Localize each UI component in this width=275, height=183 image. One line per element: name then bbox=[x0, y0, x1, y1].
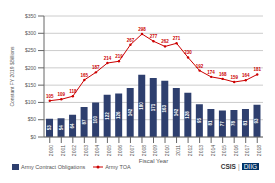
svg-text:267: 267 bbox=[127, 38, 135, 43]
svg-text:$100: $100 bbox=[25, 99, 36, 105]
svg-text:100: 100 bbox=[93, 115, 98, 123]
svg-text:$150: $150 bbox=[25, 82, 36, 88]
svg-text:81: 81 bbox=[243, 120, 248, 126]
svg-text:53: 53 bbox=[47, 125, 52, 131]
svg-text:181: 181 bbox=[253, 67, 261, 72]
svg-text:214: 214 bbox=[104, 56, 112, 61]
svg-text:2013: 2013 bbox=[198, 145, 204, 156]
svg-text:Fiscal Year: Fiscal Year bbox=[139, 158, 168, 164]
svg-text:2010: 2010 bbox=[164, 145, 170, 156]
svg-text:78: 78 bbox=[231, 121, 236, 127]
svg-text:2001: 2001 bbox=[60, 145, 66, 156]
svg-text:171: 171 bbox=[151, 103, 156, 111]
svg-text:128: 128 bbox=[185, 111, 190, 119]
html-text:CSIS |: CSIS | bbox=[220, 163, 240, 170]
svg-text:87: 87 bbox=[82, 119, 87, 125]
svg-text:2002: 2002 bbox=[71, 145, 77, 156]
svg-text:118: 118 bbox=[69, 89, 77, 94]
svg-text:165: 165 bbox=[81, 73, 89, 78]
svg-text:164: 164 bbox=[242, 73, 250, 78]
svg-text:$300: $300 bbox=[25, 30, 36, 36]
svg-text:192: 192 bbox=[196, 64, 204, 69]
svg-text:$0: $0 bbox=[30, 134, 36, 140]
svg-text:2017: 2017 bbox=[244, 145, 250, 156]
svg-text:168: 168 bbox=[219, 72, 227, 77]
svg-text:2011: 2011 bbox=[175, 145, 181, 156]
html-text:Army Contract Obligations: Army Contract Obligations bbox=[21, 163, 86, 170]
svg-text:2014: 2014 bbox=[210, 145, 216, 156]
svg-text:142: 142 bbox=[128, 108, 133, 116]
svg-text:Constant FY 2019 $Billions: Constant FY 2019 $Billions bbox=[9, 46, 15, 107]
svg-text:187: 187 bbox=[92, 65, 100, 70]
svg-text:77: 77 bbox=[220, 121, 225, 127]
svg-text:277: 277 bbox=[150, 34, 158, 39]
svg-text:81: 81 bbox=[208, 120, 213, 126]
svg-text:64: 64 bbox=[70, 123, 75, 129]
svg-text:142: 142 bbox=[174, 108, 179, 116]
svg-text:298: 298 bbox=[138, 27, 146, 32]
svg-text:2007: 2007 bbox=[129, 145, 135, 156]
svg-text:180: 180 bbox=[139, 102, 144, 110]
svg-text:2018: 2018 bbox=[256, 145, 262, 156]
svg-text:$350: $350 bbox=[25, 13, 36, 19]
svg-text:$50: $50 bbox=[28, 116, 37, 122]
svg-text:163: 163 bbox=[162, 105, 167, 113]
svg-text:2003: 2003 bbox=[83, 145, 89, 156]
svg-text:2008: 2008 bbox=[141, 145, 147, 156]
svg-text:54: 54 bbox=[59, 125, 64, 131]
svg-text:2016: 2016 bbox=[233, 145, 239, 156]
svg-text:2012: 2012 bbox=[187, 145, 193, 156]
svg-text:2004: 2004 bbox=[94, 145, 100, 156]
svg-text:126: 126 bbox=[116, 111, 121, 119]
svg-text:219: 219 bbox=[115, 54, 123, 59]
svg-text:2006: 2006 bbox=[117, 145, 123, 156]
svg-text:95: 95 bbox=[197, 118, 202, 124]
svg-text:105: 105 bbox=[46, 94, 54, 99]
svg-text:159: 159 bbox=[230, 75, 238, 80]
svg-text:$200: $200 bbox=[25, 65, 36, 71]
svg-text:109: 109 bbox=[58, 92, 66, 97]
svg-text:271: 271 bbox=[173, 36, 181, 41]
svg-text:$250: $250 bbox=[25, 47, 36, 53]
svg-text:122: 122 bbox=[105, 112, 110, 120]
svg-text:93: 93 bbox=[254, 118, 259, 124]
svg-text:2005: 2005 bbox=[106, 145, 112, 156]
svg-text:2000: 2000 bbox=[48, 145, 54, 156]
html-text:Army TOA: Army TOA bbox=[105, 163, 131, 170]
svg-text:174: 174 bbox=[207, 70, 215, 75]
svg-text:2015: 2015 bbox=[221, 145, 227, 156]
svg-text:230: 230 bbox=[184, 50, 192, 55]
svg-text:262: 262 bbox=[161, 39, 169, 44]
html-text:DIIG: DIIG bbox=[243, 163, 257, 170]
svg-text:2009: 2009 bbox=[152, 145, 158, 156]
